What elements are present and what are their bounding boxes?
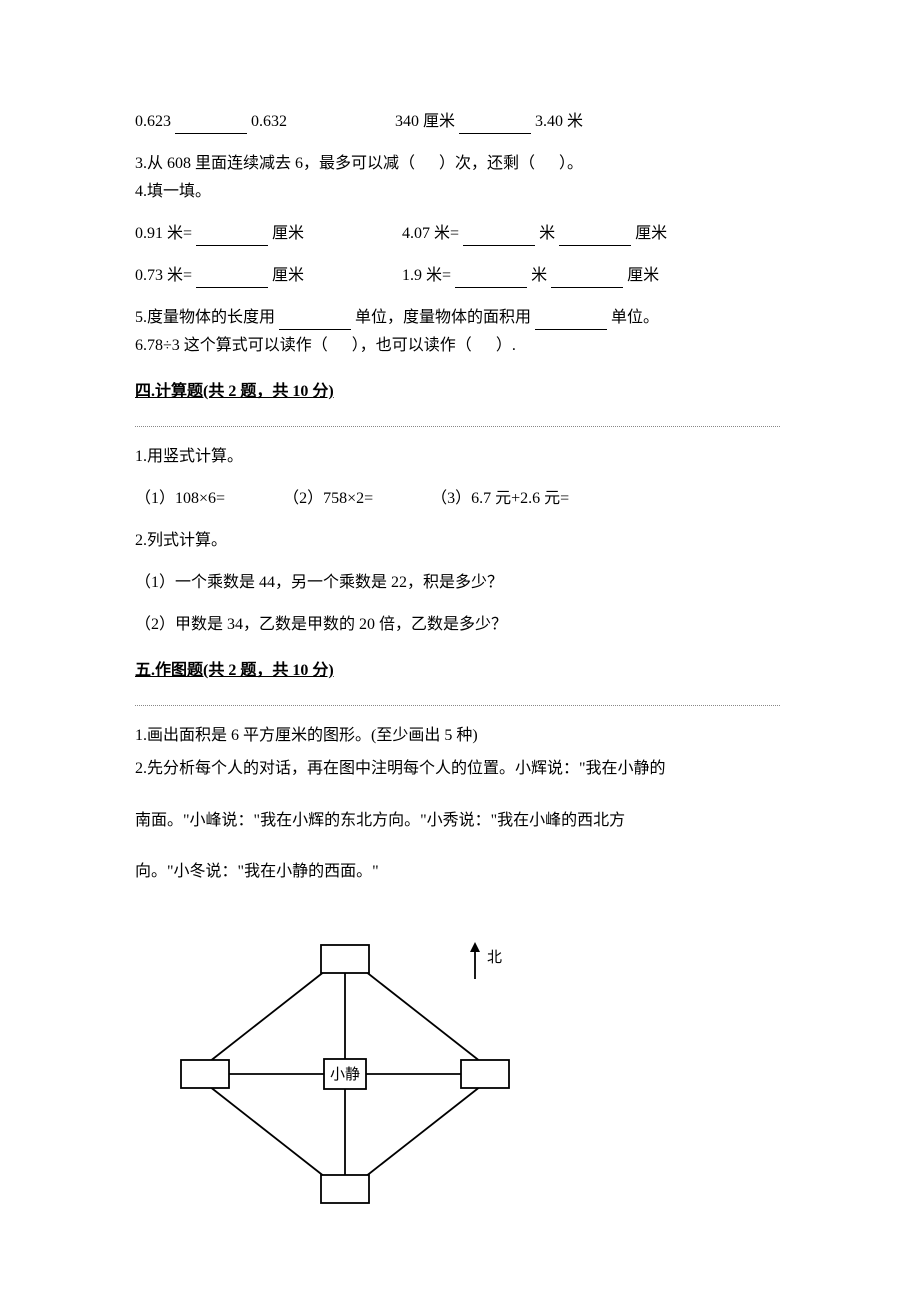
s4-q2-b: （2）甲数是 34，乙数是甲数的 20 倍，乙数是多少？ — [135, 613, 780, 637]
q6-part-b: ），也可以读作（ — [352, 337, 472, 354]
q6-blank-1[interactable] — [328, 337, 352, 354]
q4-r1-blank1[interactable] — [196, 228, 268, 246]
diagram-svg: 小静 北 — [175, 919, 535, 1219]
q4-r1-l: 0.91 米= — [135, 225, 192, 242]
section5-header: 五.作图题(共 2 题，共 10 分) — [135, 659, 780, 683]
q5-part-b: 单位，度量物体的面积用 — [355, 309, 531, 326]
s4-q1-c: （3）6.7 元+2.6 元= — [431, 490, 569, 507]
s5-q2-line1: 2.先分析每个人的对话，再在图中注明每个人的位置。小辉说："我在小静的 — [135, 752, 780, 786]
q4-r1-lunit: 厘米 — [272, 225, 304, 242]
q2-comparison-row: 0.623 0.632 340 厘米 3.40 米 — [135, 110, 780, 134]
q2-blank-2[interactable] — [459, 116, 531, 134]
s4-q1-a: （1）108×6= — [135, 490, 225, 507]
q3-blank-1[interactable] — [415, 155, 439, 172]
s5-q2-line2: 南面。"小峰说："我在小辉的东北方向。"小秀说："我在小峰的西北方 — [135, 804, 780, 838]
q5-part-c: 单位。 — [611, 309, 659, 326]
s4-q2-a: （1）一个乘数是 44，另一个乘数是 22，积是多少？ — [135, 571, 780, 595]
s4-q1-b: （2）758×2= — [283, 490, 373, 507]
q6-blank-2[interactable] — [472, 337, 496, 354]
q4-r2-l: 0.73 米= — [135, 267, 192, 284]
q3-text: 3.从 608 里面连续减去 6，最多可以减（ ）次，还剩（ ）。 — [135, 152, 780, 176]
q6-part-c: ）. — [496, 337, 516, 354]
section4-divider — [135, 426, 780, 427]
q4-r1-runit1: 米 — [539, 225, 555, 242]
q2-left2-val: 340 厘米 — [395, 113, 455, 130]
s4-q1-items: （1）108×6= （2）758×2= （3）6.7 元+2.6 元= — [135, 487, 780, 511]
q5-part-a: 5.度量物体的长度用 — [135, 309, 275, 326]
q4-r2-r: 1.9 米= — [402, 267, 451, 284]
s4-q2: 2.列式计算。 — [135, 529, 780, 553]
q3-blank-2[interactable] — [535, 155, 559, 172]
q6-text: 6.78÷3 这个算式可以读作（ ），也可以读作（ ）. — [135, 334, 780, 358]
position-diagram: 小静 北 — [175, 919, 535, 1227]
s5-q2-line3: 向。"小冬说："我在小静的西面。" — [135, 855, 780, 889]
q4-r1-r: 4.07 米= — [402, 225, 459, 242]
q4-r1-blank3[interactable] — [559, 228, 631, 246]
q4-row-2: 0.73 米= 厘米 1.9 米= 米 厘米 — [135, 264, 780, 288]
q4-r1-blank2[interactable] — [463, 228, 535, 246]
q4-r2-blank3[interactable] — [551, 270, 623, 288]
q3-part-a: 3.从 608 里面连续减去 6，最多可以减（ — [135, 155, 415, 172]
section4-header: 四.计算题(共 2 题，共 10 分) — [135, 380, 780, 404]
q2-left-val: 0.623 — [135, 113, 171, 130]
q4-r2-lunit: 厘米 — [272, 267, 304, 284]
q2-right2-val: 3.40 米 — [535, 113, 583, 130]
s5-q1: 1.画出面积是 6 平方厘米的图形。(至少画出 5 种) — [135, 724, 780, 748]
q2-blank-1[interactable] — [175, 116, 247, 134]
q4-r2-blank2[interactable] — [455, 270, 527, 288]
q5-text: 5.度量物体的长度用 单位，度量物体的面积用 单位。 — [135, 306, 780, 330]
q4-r2-runit2: 厘米 — [627, 267, 659, 284]
svg-text:北: 北 — [487, 949, 502, 966]
q5-blank-2[interactable] — [535, 312, 607, 330]
q2-right-val: 0.632 — [251, 113, 287, 130]
q3-part-b: ）次，还剩（ — [439, 155, 535, 172]
q4-row-1: 0.91 米= 厘米 4.07 米= 米 厘米 — [135, 222, 780, 246]
s4-q1: 1.用竖式计算。 — [135, 445, 780, 469]
q3-part-c: ）。 — [559, 155, 583, 172]
q6-part-a: 6.78÷3 这个算式可以读作（ — [135, 337, 328, 354]
q4-r2-runit1: 米 — [531, 267, 547, 284]
q4-r1-runit2: 厘米 — [635, 225, 667, 242]
q5-blank-1[interactable] — [279, 312, 351, 330]
svg-text:小静: 小静 — [330, 1066, 360, 1083]
q4-r2-blank1[interactable] — [196, 270, 268, 288]
q4-header: 4.填一填。 — [135, 180, 780, 204]
section5-divider — [135, 705, 780, 706]
